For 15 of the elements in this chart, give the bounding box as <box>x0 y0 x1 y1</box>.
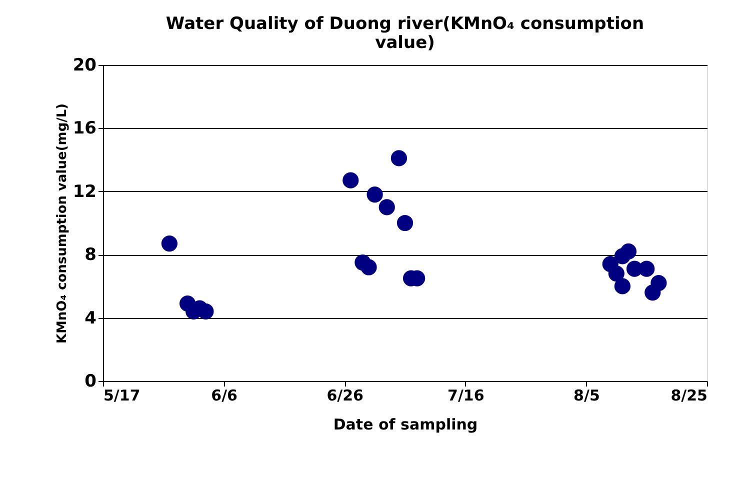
y-tick-label: 16 <box>72 118 96 139</box>
chart-title: Water Quality of Duong river(KMnO₄ consumption value) <box>166 14 644 53</box>
x-tick-label: 7/16 <box>448 386 484 404</box>
x-axis-title: Date of sampling <box>333 416 478 434</box>
x-tick-label: 8/5 <box>574 386 600 404</box>
y-tick-label: 8 <box>84 245 96 266</box>
x-tick-label: 8/25 <box>670 386 708 404</box>
x-tick-label: 5/17 <box>104 386 140 404</box>
y-tick-label: 0 <box>84 372 97 392</box>
x-tick-label: 6/26 <box>326 386 364 404</box>
y-tick-label: 12 <box>72 182 96 202</box>
y-tick-label: 20 <box>72 56 97 76</box>
x-tick-label: 6/6 <box>211 386 238 404</box>
y-axis-title: KMnO₄ consumption value(mg/L) <box>54 103 70 344</box>
y-tick-label: 4 <box>84 308 97 328</box>
